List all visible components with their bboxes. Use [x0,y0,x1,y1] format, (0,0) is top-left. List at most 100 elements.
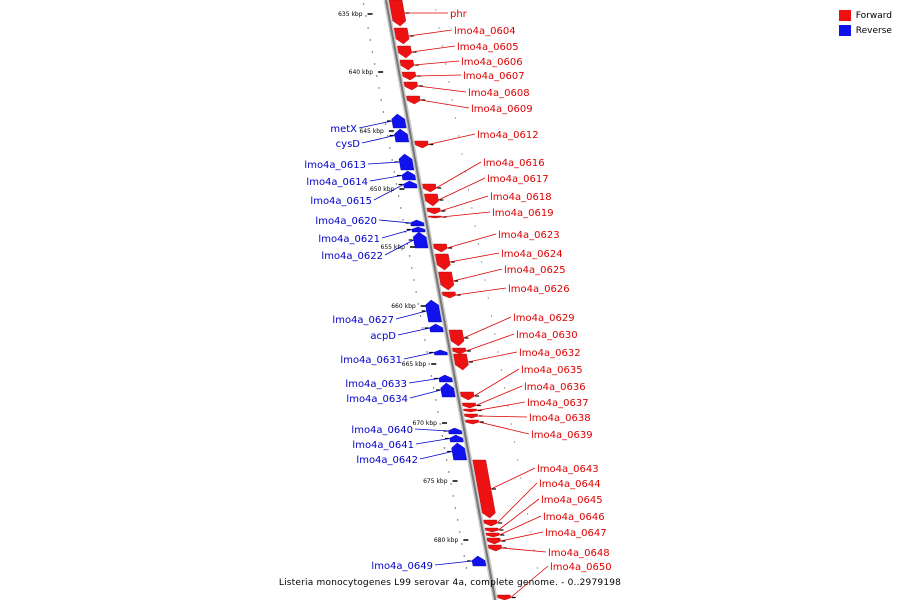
scale-label: 680 kbp [434,537,459,544]
reverse-gene-label: cysD [336,135,395,150]
gene-shape [471,555,487,567]
forward-gene [433,243,453,253]
leader-line [428,133,476,145]
scale-dot [448,471,450,473]
scale-dot [456,519,459,521]
gene-shape [403,180,418,189]
genome-axis [385,0,497,601]
forward-gene [448,329,469,347]
gene-label: lmo4a_0606 [461,57,523,68]
guide-dot [454,117,457,119]
reverse-gene-label: lmo4a_0649 [371,560,473,572]
scale-dot [378,87,380,89]
gene-shape [453,353,469,371]
scale-dot [393,171,396,173]
forward-gene [486,537,506,545]
forward-gene-label: lmo4a_0647 [500,528,607,542]
gene-shape [410,219,425,227]
gene-label: lmo4a_0607 [463,71,525,82]
scale-dot [387,135,389,137]
forward-gene-label: lmo4a_0606 [413,57,523,68]
guide-dot [448,81,450,83]
leader-line [490,467,536,490]
guide-dot [513,441,516,443]
forward-gene-label: lmo4a_0629 [463,313,575,339]
gene-shape [472,459,496,519]
gene-label: lmo4a_0622 [321,251,383,262]
forward-gene-label: lmo4a_0609 [420,99,533,115]
reverse-gene [406,226,426,233]
gene-label: lmo4a_0641 [352,440,414,451]
scale-dot [459,531,461,533]
reverse-gene-label: lmo4a_0622 [321,239,414,262]
scale-label: 670 kbp [413,420,438,427]
leader-line [415,438,450,445]
gene-label: lmo4a_0637 [527,398,589,409]
forward-gene [485,532,505,538]
gene-shape [440,382,456,398]
gene-label: lmo4a_0635 [521,365,583,376]
scale-dot [367,27,369,29]
gene-shape [441,291,456,299]
guide-dot [536,567,538,569]
guide-dot [474,225,476,227]
forward-gene-label: lmo4a_0637 [476,398,589,411]
reverse-gene-label: lmo4a_0631 [340,352,435,366]
leader-line [373,184,404,201]
leader-line [419,451,453,460]
guide-dot [435,9,437,11]
forward-gene [393,27,414,45]
leader-line [409,389,442,399]
forward-gene [452,347,471,355]
scale-label: 655 kbp [381,244,406,251]
guide-dot [471,207,473,209]
forward-swatch [838,10,851,21]
guide-dot [490,315,493,317]
scale-dot [408,255,411,257]
gene-shape [433,243,448,253]
forward-gene-label: lmo4a_0625 [453,265,566,282]
scale-label: 675 kbp [423,478,448,485]
gene-label: lmo4a_0604 [454,26,516,37]
gene-shape [426,207,441,215]
forward-gene [424,193,444,207]
gene-label: lmo4a_0646 [543,512,605,523]
scale-label: 660 kbp [391,303,416,310]
gene-label: lmo4a_0609 [471,104,533,115]
gene-shape [401,170,416,181]
reverse-gene [398,180,418,189]
scale-dot [397,195,400,197]
reverse-gene-label: lmo4a_0642 [356,451,453,466]
gene-label: cysD [336,139,361,150]
forward-gene-label: lmo4a_0623 [447,230,560,249]
forward-gene-label: lmo4a_0630 [465,330,578,352]
gene-label: lmo4a_0640 [351,425,413,436]
reverse-gene-label: lmo4a_0634 [346,389,442,405]
forward-gene [483,519,503,527]
forward-gene [406,95,426,105]
scale-dot [454,507,457,509]
forward-gene-label: lmo4a_0648 [501,547,610,559]
gene-label: lmo4a_0630 [516,330,578,341]
leader-line [476,401,526,411]
legend-reverse-label: Reverse [855,25,892,36]
forward-gene [465,419,484,425]
gene-shape [438,271,455,291]
leader-line [369,175,403,182]
gene-shape [424,193,439,207]
scale-dot [369,39,371,41]
scale-dot [363,3,365,5]
guide-dot [510,423,512,425]
gene-shape [428,215,442,219]
reverse-gene-label: lmo4a_0627 [332,310,427,326]
leader-line [381,229,412,239]
leader-line [447,233,497,249]
leader-line [403,352,435,360]
scale-label: 640 kbp [349,69,374,76]
gene-label: lmo4a_0624 [501,249,563,260]
scale-dot [465,567,468,569]
reverse-gene-label: lmo4a_0620 [315,216,411,227]
scale-dot [391,159,393,161]
guide-dot [487,297,489,299]
